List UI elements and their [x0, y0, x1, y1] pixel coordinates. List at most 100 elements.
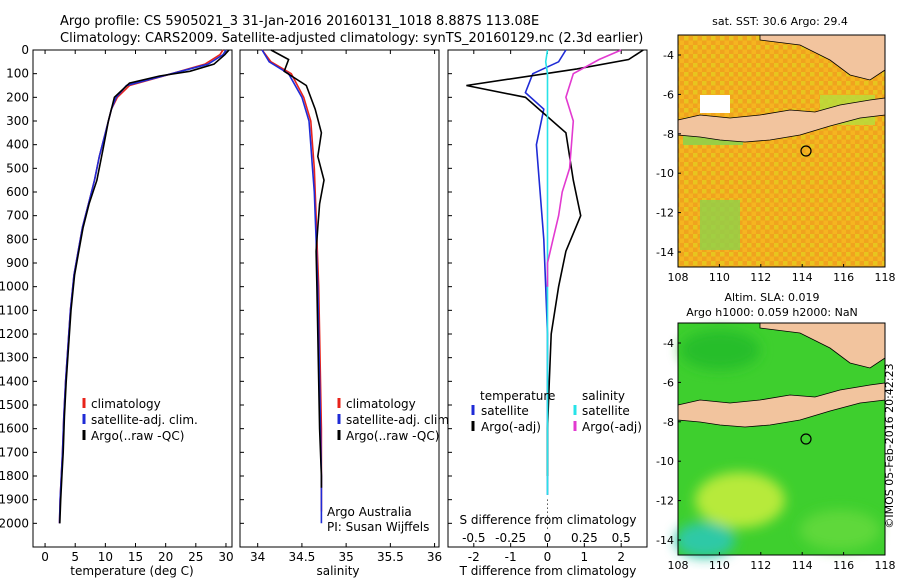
s-tick-label: 0: [544, 531, 552, 545]
map-xtick-label: 118: [875, 271, 896, 284]
map-xtick-label: 114: [792, 271, 813, 284]
sla-anomaly-blobs: [675, 330, 880, 558]
xtick-label: 20: [158, 550, 173, 564]
legend-label-s-argo: Argo(-adj): [582, 420, 642, 434]
difference-panel: -2 -1 0 1 2 -0.5 -0.25 0 0.25 0.5 S difference fr…: [447, 49, 648, 578]
s-difference-label: S difference from climatology: [460, 513, 637, 527]
map-xtick-label: 108: [668, 559, 689, 572]
legend-label-s-satellite: satellite: [582, 404, 630, 418]
ytick-label: 1900: [0, 493, 29, 507]
institution-label: Argo Australia: [327, 505, 412, 519]
sla-map-title-1: Altim. SLA: 0.019: [724, 291, 819, 304]
ytick-label: 400: [6, 138, 29, 152]
map-xtick-label: 112: [750, 559, 771, 572]
sst-map-frame: [677, 34, 886, 268]
map-xtick-label: 114: [792, 559, 813, 572]
sst-cool-patch-2: [700, 200, 740, 250]
xtick-label: 30: [218, 550, 233, 564]
xtick-label: 36: [427, 550, 442, 564]
sst-missing-data: [700, 95, 730, 113]
legend-label-climatology: climatology: [91, 397, 161, 411]
s-tick-label: 0.25: [571, 531, 598, 545]
ytick-label: 1400: [0, 374, 29, 388]
legend-heading-temperature: temperature: [480, 389, 555, 403]
ytick-label: 1100: [0, 303, 29, 317]
sla-map: Altim. SLA: 0.019 Argo h1000: 0.059 h200…: [656, 291, 895, 572]
ytick-label: 1800: [0, 469, 29, 483]
argo-position-marker-2: [800, 433, 812, 445]
map-ytick-label: -8: [663, 128, 674, 141]
xtick-label: 35: [338, 550, 353, 564]
temperature-legend: climatology satellite-adj. clim. Argo(..…: [82, 397, 198, 443]
xtick-label: -2: [468, 550, 480, 564]
imos-watermark: ©IMOS 05-Feb-2016 20:42:23: [883, 363, 896, 528]
s-tick-label: -0.25: [495, 531, 526, 545]
map-ytick-label: -12: [656, 207, 674, 220]
ytick-label: 1000: [0, 280, 29, 294]
xtick-label: 0: [41, 550, 49, 564]
map-xtick-label: 108: [668, 271, 689, 284]
salinity-legend: climatology satellite-adj. clim. Argo(..…: [337, 397, 453, 443]
map-ytick-label: -14: [656, 534, 674, 547]
ytick-label: 900: [6, 256, 29, 270]
sla-map-title-2: Argo h1000: 0.059 h2000: NaN: [686, 306, 858, 319]
legend-label-argo-s: Argo(..raw -QC): [346, 429, 439, 443]
series-line: [546, 49, 622, 287]
ytick-label: 2000: [0, 516, 29, 530]
xtick-label: 10: [98, 550, 113, 564]
sst-map: sat. SST: 30.6 Argo: 29.4 108 110 112 114 11…: [656, 15, 895, 284]
legend-label-argo: Argo(..raw -QC): [91, 429, 184, 443]
series-line: [544, 49, 549, 495]
difference-legend: temperature satellite Argo(-adj) salinit…: [471, 389, 642, 434]
ytick-label: 700: [6, 209, 29, 223]
ytick-label: 600: [6, 185, 29, 199]
sst-map-title: sat. SST: 30.6 Argo: 29.4: [712, 15, 848, 28]
map-xtick-label: 116: [833, 271, 854, 284]
xtick-label: 25: [188, 550, 203, 564]
xtick-label: 1: [581, 550, 589, 564]
ytick-label: 300: [6, 114, 29, 128]
ytick-label: 200: [6, 90, 29, 104]
argo-position-marker: [800, 145, 812, 157]
ytick-label: 1200: [0, 327, 29, 341]
xtick-label: -1: [505, 550, 517, 564]
map-ytick-label: -10: [656, 167, 674, 180]
legend-label-t-argo: Argo(-adj): [481, 420, 541, 434]
legend-heading-salinity: salinity: [582, 389, 625, 403]
map-ytick-label: -10: [656, 455, 674, 468]
salinity-panel: 34 34.5 35 35.5 36 salinity climatology sate…: [239, 49, 453, 578]
ytick-label: 500: [6, 161, 29, 175]
ytick-label: 1700: [0, 445, 29, 459]
temperature-frame: [32, 49, 233, 548]
map-xtick-label: 110: [709, 271, 730, 284]
map-ytick-label: -4: [663, 337, 674, 350]
ytick-label: 1600: [0, 422, 29, 436]
salinity-frame: [239, 49, 440, 548]
figure-title-line1: Argo profile: CS 5905021_3 31-Jan-2016 2…: [60, 14, 539, 29]
map-ytick-label: -8: [663, 416, 674, 429]
s-tick-label: 0.5: [612, 531, 631, 545]
pi-label: PI: Susan Wijffels: [327, 520, 429, 534]
t-difference-label: T difference from climatology: [459, 564, 637, 578]
xtick-label: 34: [250, 550, 265, 564]
map-ytick-label: -4: [663, 49, 674, 62]
series-line: [466, 49, 644, 476]
legend-label-t-satellite: satellite: [481, 404, 529, 418]
temperature-xlabel: temperature (deg C): [70, 564, 193, 578]
xtick-label: 2: [617, 550, 625, 564]
sla-map-frame: [677, 322, 886, 556]
xtick-label: 5: [71, 550, 79, 564]
temperature-panel: 0 5 10 15 20 25 300100200300400500600700800900…: [0, 43, 234, 578]
xtick-label: 34.5: [289, 550, 316, 564]
map-xtick-label: 116: [833, 559, 854, 572]
ytick-label: 800: [6, 232, 29, 246]
salinity-xlabel: salinity: [316, 564, 359, 578]
legend-label-climatology-s: climatology: [346, 397, 416, 411]
series-line: [59, 49, 230, 524]
ytick-label: 100: [6, 67, 29, 81]
map-xtick-label: 118: [875, 559, 896, 572]
xtick-label: 0: [544, 550, 552, 564]
ytick-label: 1300: [0, 351, 29, 365]
